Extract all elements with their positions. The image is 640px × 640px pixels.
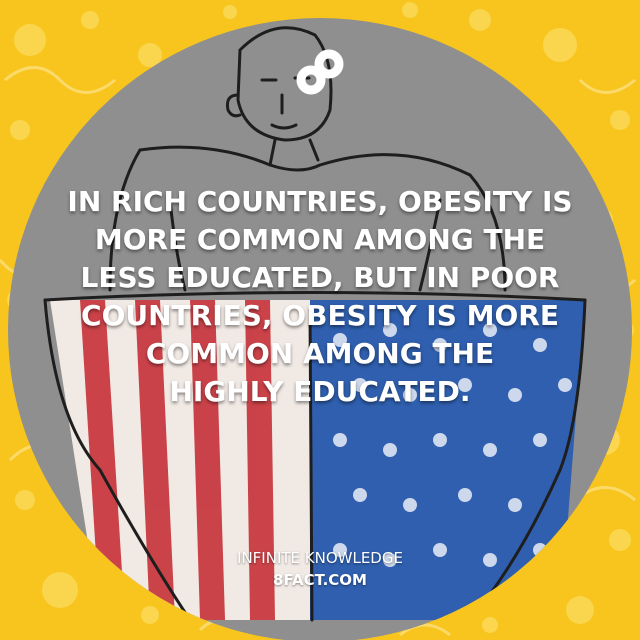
tagline: INFINITE KNOWLEDGE — [237, 549, 403, 567]
site-link[interactable]: 8FACT.COM — [273, 571, 367, 589]
fact-line: COUNTRIES, OBESITY IS MORE — [81, 299, 559, 332]
fact-line: MORE COMMON AMONG THE — [94, 223, 546, 256]
starry-shorts-right — [310, 300, 585, 620]
footer: INFINITE KNOWLEDGE 8FACT.COM — [120, 547, 520, 591]
fact-text: IN RICH COUNTRIES, OBESITY IS MORE COMMO… — [50, 183, 590, 411]
fact-line: IN RICH COUNTRIES, OBESITY IS — [67, 185, 573, 218]
fact-line: COMMON AMONG THE — [145, 337, 495, 370]
fact-line: HIGHLY EDUCATED. — [169, 375, 471, 408]
illustration — [43, 26, 587, 622]
striped-shorts-left — [50, 300, 310, 620]
fact-line: LESS EDUCATED, BUT IN POOR — [80, 261, 560, 294]
infinity-8-icon — [296, 49, 344, 95]
